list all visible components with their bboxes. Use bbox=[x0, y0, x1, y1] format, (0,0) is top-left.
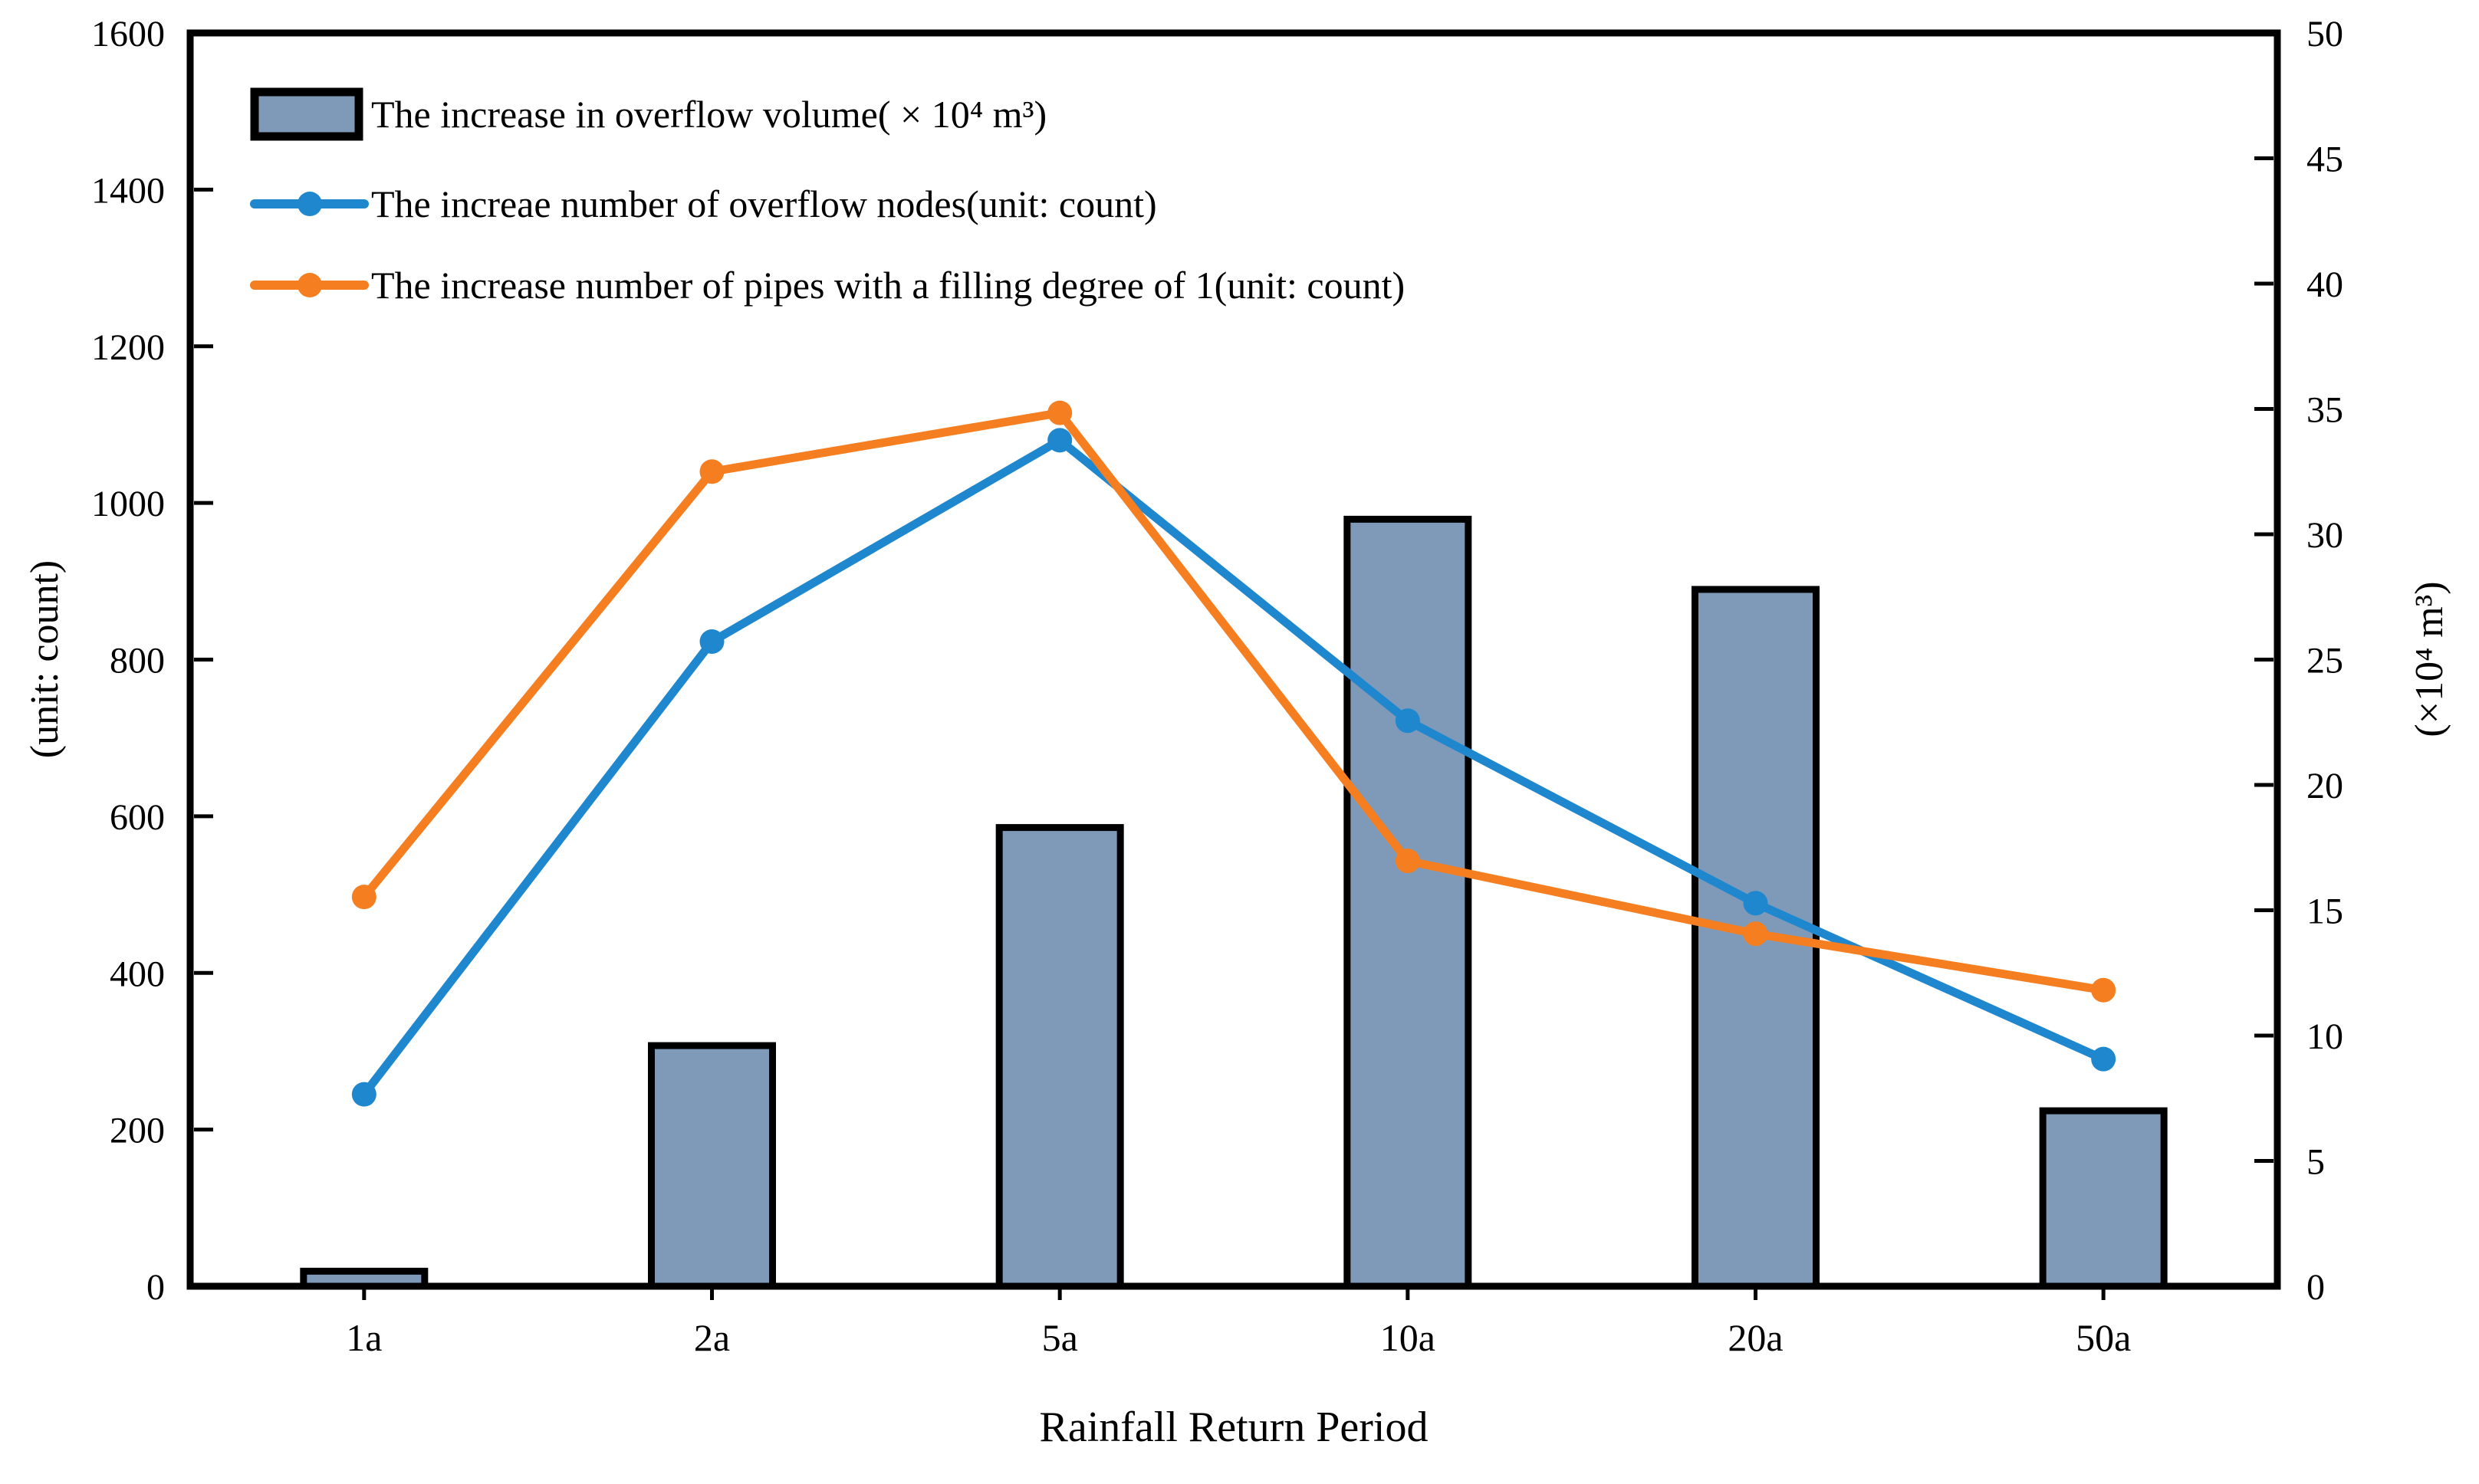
left-axis-tick-label: 1600 bbox=[91, 14, 165, 54]
line-marker bbox=[2091, 977, 2116, 1003]
bar-overflow-volume bbox=[648, 1042, 776, 1290]
left-axis-tick-label: 600 bbox=[110, 797, 165, 838]
legend-line-marker bbox=[298, 192, 322, 216]
left-axis-tick-label: 0 bbox=[146, 1267, 165, 1308]
left-axis-tick-label: 1200 bbox=[91, 327, 165, 368]
left-axis-tick-label: 1000 bbox=[91, 484, 165, 524]
line-marker bbox=[1395, 708, 1420, 734]
bar-overflow-volume bbox=[2039, 1107, 2168, 1290]
left-axis-tick-label: 1400 bbox=[91, 170, 165, 211]
line-marker bbox=[351, 885, 376, 910]
line-marker bbox=[699, 459, 725, 484]
right-axis-tick-label: 25 bbox=[2306, 641, 2343, 681]
right-axis-tick-label: 45 bbox=[2306, 140, 2343, 180]
bar-overflow-volume bbox=[995, 824, 1124, 1290]
line-marker bbox=[1743, 891, 1768, 916]
right-axis-tick-label: 40 bbox=[2306, 264, 2343, 305]
line-marker bbox=[1395, 849, 1420, 874]
line-marker bbox=[2091, 1046, 2116, 1072]
left-axis-tick-label: 400 bbox=[110, 954, 165, 994]
right-axis-tick-label: 10 bbox=[2306, 1016, 2343, 1057]
x-axis-tick-label: 50a bbox=[2076, 1316, 2131, 1359]
line-marker bbox=[1743, 921, 1768, 947]
left-axis-tick-label: 800 bbox=[110, 641, 165, 681]
legend-line-marker bbox=[298, 273, 322, 297]
line-marker bbox=[1047, 400, 1073, 425]
right-axis-tick-label: 5 bbox=[2306, 1142, 2325, 1183]
right-axis-title: (×10⁴ m³) bbox=[2408, 581, 2451, 737]
right-axis-tick-label: 20 bbox=[2306, 766, 2343, 806]
right-axis-tick-label: 15 bbox=[2306, 891, 2343, 932]
left-axis-tick-label: 200 bbox=[110, 1111, 165, 1151]
line-marker bbox=[699, 629, 725, 654]
plot-frame bbox=[186, 29, 2281, 1290]
right-axis-tick-label: 30 bbox=[2306, 515, 2343, 556]
x-axis-tick-label: 10a bbox=[1380, 1316, 1435, 1359]
line-overflow-nodes bbox=[360, 435, 2108, 1099]
right-axis-tick-label: 0 bbox=[2306, 1267, 2325, 1308]
right-axis-tick-label: 35 bbox=[2306, 390, 2343, 431]
right-axis-tick-label: 50 bbox=[2306, 14, 2343, 54]
x-axis-tick-label: 20a bbox=[1728, 1316, 1783, 1359]
legend-label-overflow-volume: The increase in overflow volume( × 10⁴ m… bbox=[371, 93, 1047, 136]
x-axis-title: Rainfall Return Period bbox=[1039, 1404, 1428, 1451]
legend-label-overflow-nodes: The increae number of overflow nodes(uni… bbox=[371, 182, 1157, 225]
bar-overflow-volume bbox=[1343, 515, 1472, 1290]
left-axis-title: (unit: count) bbox=[23, 560, 67, 759]
legend-bar-swatch bbox=[250, 87, 363, 141]
legend-label-pipes-filling-degree: The increase number of pipes with a fill… bbox=[371, 264, 1405, 307]
x-axis-tick-label: 5a bbox=[1042, 1316, 1078, 1359]
line-marker bbox=[351, 1082, 376, 1107]
x-axis-tick-label: 2a bbox=[694, 1316, 730, 1359]
x-axis-tick-label: 1a bbox=[346, 1316, 382, 1359]
line-marker bbox=[1047, 428, 1073, 453]
line-pipes-filling-degree bbox=[360, 409, 2108, 995]
